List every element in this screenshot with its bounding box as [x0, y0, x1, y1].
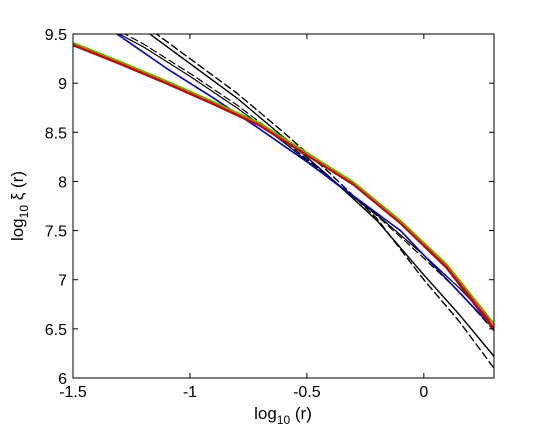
- series-line-6: [73, 43, 494, 331]
- y-tick-label: 7.5: [45, 224, 67, 241]
- series-line-4: [117, 34, 494, 325]
- y-tick-label: 8.5: [45, 125, 67, 142]
- y-tick-label: 7: [58, 273, 67, 290]
- y-tick-label: 8: [58, 174, 67, 191]
- series-line-7: [73, 41, 494, 325]
- x-tick-label: -0.5: [293, 384, 321, 401]
- series-line-1: [155, 34, 494, 369]
- x-tick-label: 0: [419, 384, 428, 401]
- y-tick-label: 6.5: [45, 322, 67, 339]
- series-line-5: [115, 34, 494, 330]
- series-line-2: [148, 34, 494, 358]
- series-line-3: [123, 34, 494, 332]
- x-tick-label: -1.5: [59, 384, 87, 401]
- x-axis-label-subscript: 10: [277, 413, 291, 427]
- y-tick-label: 9: [58, 76, 67, 93]
- x-axis-label: log10 (r): [254, 404, 312, 427]
- y-axis-label: log10 ξ (r): [8, 171, 31, 241]
- plot-frame: [72, 33, 495, 379]
- ticks-layer: -1.5 -1 -0.5 0 6 6.5 7 7.5 8 8.5 9 9.5: [45, 27, 494, 401]
- series-layer: [73, 34, 494, 369]
- y-tick-label: 6: [58, 371, 67, 388]
- y-axis-label-subscript: 10: [17, 205, 31, 219]
- y-tick-label: 9.5: [45, 27, 67, 44]
- x-tick-label: -1: [183, 384, 197, 401]
